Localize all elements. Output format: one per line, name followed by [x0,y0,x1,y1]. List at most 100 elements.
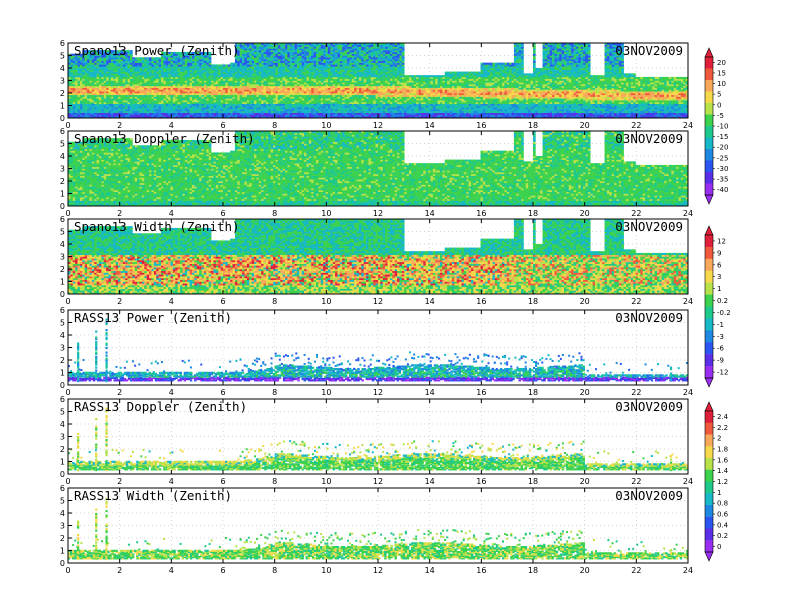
colorbar-label: 2.2 [717,424,728,432]
x-tick-label: 2 [117,477,122,486]
x-tick-label: 20 [580,209,590,218]
x-tick-label: 16 [476,566,486,575]
heatmap-cells [68,219,689,295]
x-tick-label: 8 [272,388,277,397]
x-tick-label: 0 [65,297,70,306]
x-tick-label: 24 [683,566,693,575]
colorbar-label: -6 [717,345,725,353]
panel-date: 03NOV2009 [615,488,683,503]
colorbar-swatch [705,160,713,173]
colorbar-label: -20 [717,144,728,152]
panel-title: RASS13 Doppler (Zenith) [74,399,247,414]
heatmap-cells [68,498,689,561]
x-tick-label: 24 [683,388,693,397]
colorbar-label: 6 [717,261,722,269]
x-tick-label: 22 [631,477,641,486]
colorbar-label: 0.2 [717,532,728,540]
y-tick-label: 5 [60,319,65,328]
colorbar-swatch [705,294,713,307]
y-tick-label: 0 [60,202,65,211]
x-tick-label: 12 [373,566,383,575]
y-tick-label: 2 [60,445,65,454]
colorbar-label: 2 [717,435,721,443]
panel-date: 03NOV2009 [615,310,683,325]
colorbar-swatch [705,458,713,470]
y-tick-label: 2 [60,89,65,98]
y-tick-label: 1 [60,190,65,199]
y-tick-label: 3 [60,253,65,262]
y-tick-label: 5 [60,228,65,237]
x-tick-label: 2 [117,297,122,306]
x-tick-label: 2 [117,388,122,397]
y-tick-label: 3 [60,344,65,353]
y-tick-label: 1 [60,458,65,467]
y-tick-label: 3 [60,433,65,442]
x-tick-label: 10 [321,209,331,218]
y-tick-label: 5 [60,52,65,61]
y-tick-label: 1 [60,369,65,378]
colorbar-swatch [705,282,713,295]
y-tick-label: 2 [60,534,65,543]
colorbar-swatch [705,505,713,517]
x-tick-label: 12 [373,121,383,130]
colorbar-swatch [705,114,713,127]
x-tick-label: 2 [117,566,122,575]
colorbar-swatch [705,366,713,379]
y-tick-label: 4 [60,509,65,518]
x-tick-label: 22 [631,566,641,575]
x-tick-label: 18 [528,388,538,397]
x-tick-label: 4 [169,477,174,486]
colorbar-swatch [705,68,713,81]
colorbar-label: 1.4 [717,467,729,475]
x-tick-label: 22 [631,121,641,130]
colorbar-swatch [705,57,713,69]
heatmap-cells [68,318,689,383]
x-tick-label: 4 [169,566,174,575]
y-tick-label: 4 [60,64,65,73]
colorbar-label: 0.6 [717,511,729,519]
x-tick-label: 6 [220,209,225,218]
panel-title: Spano13 Power (Zenith) [74,43,240,58]
grid [68,310,688,385]
colorbar-swatch [705,103,713,115]
y-tick-label: 6 [60,484,65,493]
y-tick-label: 2 [60,265,65,274]
x-tick-label: 14 [425,297,435,306]
heatmap-cells [68,131,689,207]
colorbar-swatch [705,172,713,184]
x-tick-label: 8 [272,121,277,130]
x-tick-label: 6 [220,121,225,130]
x-tick-label: 0 [65,121,70,130]
y-tick-label: 5 [60,140,65,149]
colorbar-swatch [705,493,713,506]
x-tick-label: 8 [272,566,277,575]
colorbar-swatch [705,469,713,482]
x-tick-label: 4 [169,297,174,306]
colorbar-swatch [705,318,713,331]
colorbar-label: 1 [717,489,721,497]
x-tick-label: 4 [169,388,174,397]
colorbar-swatch [705,306,713,319]
colorbar-swatch [705,422,713,435]
x-tick-label: 14 [425,209,435,218]
colorbar-swatch [705,516,713,529]
y-tick-label: 0 [60,114,65,123]
y-tick-label: 6 [60,39,65,48]
x-tick-label: 10 [321,566,331,575]
x-tick-label: 14 [425,388,435,397]
colorbar-swatch [705,235,713,248]
panel-date: 03NOV2009 [615,131,683,146]
x-tick-label: 6 [220,477,225,486]
colorbar-swatch [705,270,713,283]
y-tick-label: 6 [60,215,65,224]
x-tick-label: 14 [425,566,435,575]
colorbar-swatch [705,137,713,150]
x-tick-label: 24 [683,297,693,306]
x-tick-label: 10 [321,477,331,486]
x-tick-label: 6 [220,566,225,575]
colorbar-label: -3 [717,333,724,341]
colorbar-label: 3 [717,273,721,281]
